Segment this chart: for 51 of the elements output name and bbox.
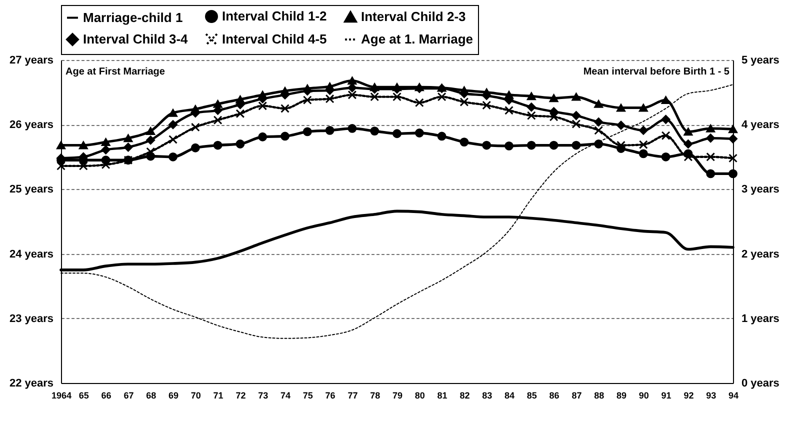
x-tick-label: 68 [146,390,156,400]
x-tick-label: 78 [370,390,380,400]
y-tick-label: 22 years [9,378,54,390]
y-axis-title: Age at First Marriage [66,66,166,78]
x-tick-label: 69 [168,390,179,400]
legend-label: Marriage-child 1 [83,10,183,25]
y2-axis-title: Mean interval before Birth 1 - 5 [583,66,730,78]
y-tick-label: 25 years [9,184,54,196]
x-tick-label: 1964 [51,390,72,400]
legend-label: Age at 1. Marriage [361,32,473,46]
y2-tick-label: 0 years [742,378,780,390]
y-tick-label: 26 years [9,119,54,132]
x-tick-label: 65 [78,390,89,400]
x-tick-label: 79 [392,390,403,400]
x-tick-label: 81 [437,390,448,400]
x-tick-label: 67 [124,390,134,400]
y-tick-label: 23 years [9,312,54,325]
x-tick-label: 88 [594,390,604,400]
x-tick-label: 89 [616,390,627,400]
x-tick-label: 82 [460,390,470,400]
y2-tick-label: 2 years [742,248,780,260]
x-tick-label: 92 [684,390,694,400]
x-tick-label: 73 [258,390,268,400]
y-tick-label: 27 years [9,54,54,66]
x-tick-label: 85 [526,390,537,400]
x-tick-label: 94 [728,390,739,400]
x-tick-label: 70 [190,390,201,400]
x-tick-label: 77 [348,390,358,400]
y2-tick-label: 1 years [742,312,780,325]
y2-tick-label: 5 years [742,54,780,66]
legend-label: Interval Child 1-2 [222,8,327,24]
x-tick-label: 74 [280,390,291,400]
legend-label: Interval Child 2-3 [361,8,466,24]
x-tick-label: 76 [325,390,336,400]
y2-tick-label: 3 years [742,184,780,196]
x-tick-label: 86 [549,390,560,400]
legend-label: Interval Child 3-4 [83,32,189,46]
y-tick-label: 24 years [9,248,54,260]
x-tick-label: 75 [302,390,313,400]
legend-label: Interval Child 4-5 [222,32,327,46]
x-tick-label: 90 [638,390,649,400]
x-tick-label: 84 [504,390,515,400]
x-tick-label: 87 [572,390,582,400]
x-tick-label: 80 [414,390,425,400]
x-tick-label: 72 [236,390,246,400]
x-tick-label: 93 [706,390,716,400]
x-tick-label: 71 [213,390,224,400]
x-tick-label: 66 [101,390,112,400]
y2-tick-label: 4 years [742,119,780,132]
x-tick-label: 83 [482,390,492,400]
x-tick-label: 91 [661,390,672,400]
